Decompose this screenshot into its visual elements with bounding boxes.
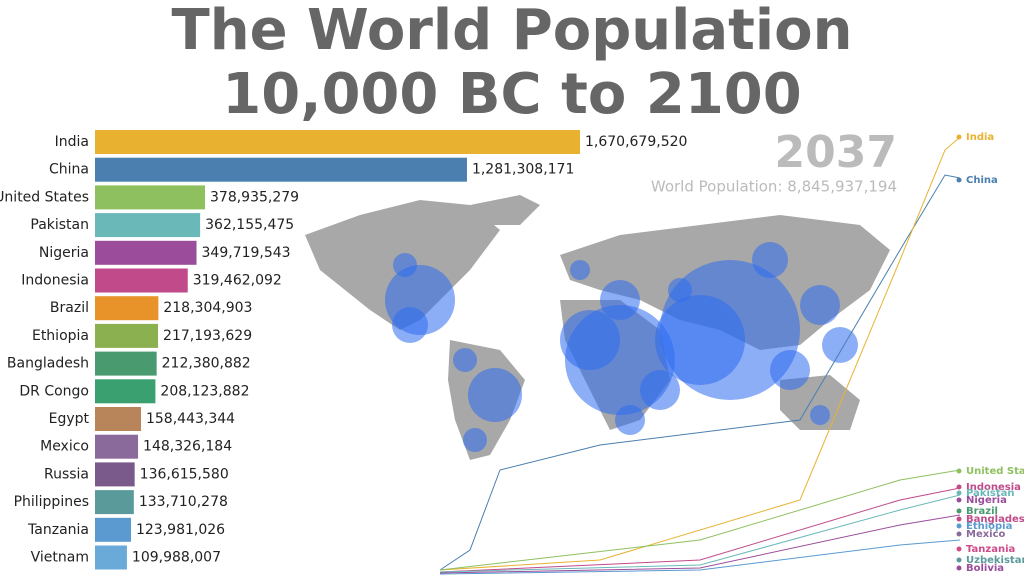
trend-label: United States [966, 466, 1024, 477]
value-label: 208,123,882 [160, 383, 249, 399]
bar [95, 351, 157, 376]
year: 2037 [775, 127, 897, 178]
trend-dot [956, 177, 962, 183]
bar [95, 268, 188, 293]
category-label: Mexico [40, 439, 89, 455]
category-label: Bangladesh [7, 356, 89, 372]
trend-dot [956, 508, 962, 514]
trend-dot [956, 531, 962, 537]
trend-dot [956, 497, 962, 503]
trend-dot [956, 484, 962, 490]
category-label: Brazil [50, 300, 89, 316]
bar-chart: India 1,670,679,520 China 1,281,308,171 Unit… [0, 130, 687, 570]
trend-label: Brazil [966, 506, 998, 517]
trend-dot [956, 490, 962, 496]
bar [95, 462, 135, 487]
value-label: 378,935,279 [210, 189, 299, 205]
trend-label: Pakistan [966, 488, 1015, 499]
value-label: 349,719,543 [202, 245, 291, 261]
category-label: Egypt [49, 411, 90, 427]
bar [95, 407, 141, 431]
value-label: 123,981,026 [136, 522, 225, 538]
value-label: 1,281,308,171 [472, 162, 574, 178]
category-label: Russia [44, 466, 89, 482]
category-label: Indonesia [21, 273, 89, 289]
category-label: United States [0, 189, 89, 205]
value-label: 319,462,092 [193, 273, 282, 289]
trend-label: Bangladesh [966, 514, 1024, 525]
trend-label: Nigeria [966, 495, 1007, 506]
trend-dot [956, 523, 962, 529]
trend-labels: India China United States IndonesiaPakistan… [956, 132, 1024, 574]
value-label: 218,304,903 [163, 300, 252, 316]
trend-label: Tanzania [966, 544, 1015, 555]
bar [95, 296, 159, 321]
total-population: World Population: 8,845,937,194 [651, 178, 897, 196]
trend-lines [439, 136, 961, 575]
title: The World Population [172, 0, 853, 63]
value-label: 1,670,679,520 [585, 134, 687, 150]
value-label: 148,326,184 [143, 439, 232, 455]
bar [95, 130, 580, 154]
bar [95, 157, 467, 182]
category-label: Vietnam [31, 550, 89, 566]
bar [95, 545, 127, 570]
bar [95, 323, 159, 348]
trend-label: Bolivia [966, 563, 1004, 574]
category-label: Tanzania [27, 522, 89, 538]
category-label: Ethiopia [32, 328, 89, 344]
bar [95, 185, 206, 210]
subtitle: 10,000 BC to 2100 [222, 62, 801, 127]
trend-dot [956, 557, 962, 563]
category-label: China [49, 162, 89, 178]
value-label: 217,193,629 [163, 328, 252, 344]
category-label: DR Congo [19, 383, 89, 399]
trend-label: Mexico [966, 529, 1006, 540]
value-label: 362,155,475 [205, 217, 294, 233]
trend-label: Uzbekistan [966, 555, 1024, 566]
value-label: 212,380,882 [162, 356, 251, 372]
bar [95, 434, 139, 459]
category-label: India [55, 134, 89, 150]
trend-label: Indonesia [966, 482, 1021, 493]
bar [95, 213, 201, 238]
trend-label: Ethiopia [966, 521, 1012, 532]
value-label: 136,615,580 [140, 466, 229, 482]
value-label: 133,710,278 [139, 494, 228, 510]
category-label: Nigeria [39, 245, 89, 261]
trend-dot [956, 468, 962, 474]
value-label: 158,443,344 [146, 411, 235, 427]
population-bubbles [385, 242, 858, 452]
category-label: Pakistan [30, 217, 89, 233]
category-label: Philippines [14, 494, 89, 510]
bar [95, 517, 131, 542]
trend-label: China [966, 175, 998, 186]
bar [95, 379, 156, 404]
bar [95, 490, 134, 515]
value-label: 109,988,007 [132, 550, 221, 566]
trend-label: India [966, 132, 994, 143]
trend-dot [956, 134, 962, 140]
trend-dot [956, 546, 962, 552]
trend-dot [956, 516, 962, 522]
bar [95, 240, 197, 265]
trend-dot [956, 565, 962, 571]
